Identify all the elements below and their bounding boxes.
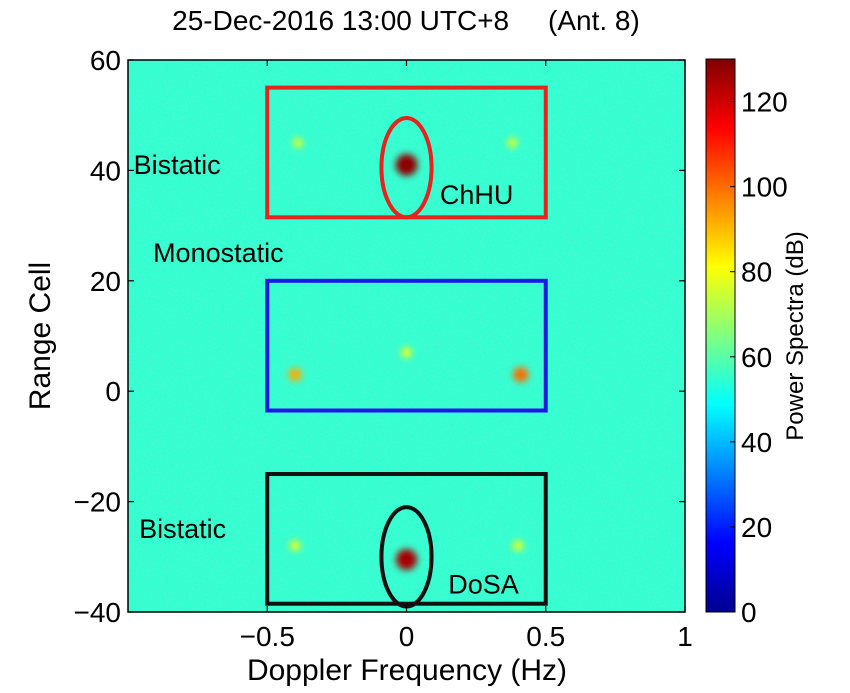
y-tick-label: −20 — [74, 487, 122, 518]
colorbar: 0 20 40 60 80 100 120 Power Spectra (dB) — [705, 58, 809, 628]
chart-title: 25-Dec-2016 13:00 UTC+8 (Ant. 8) — [172, 5, 640, 36]
heatmap-spot — [289, 540, 301, 551]
heatmap-spot — [507, 137, 518, 148]
heatmap-spot — [292, 137, 303, 148]
y-tick-label: 20 — [90, 266, 121, 297]
colorbar-label: Power Spectra (dB) — [782, 231, 809, 440]
heatmap-peak — [402, 555, 411, 564]
plot-area — [128, 60, 685, 612]
colorbar-tick-label: 100 — [741, 172, 788, 203]
annotation-labels: Bistatic ChHU Monostatic Bistatic DoSA — [134, 150, 519, 600]
x-tick-label: 0 — [399, 621, 415, 652]
colorbar-tick-label: 60 — [741, 342, 772, 373]
annotation-ellipse — [379, 115, 434, 220]
colorbar-tick-label: 20 — [741, 512, 772, 543]
y-axis-ticks: −40 −20 0 20 40 60 — [74, 45, 685, 628]
colorbar-ticks: 0 20 40 60 80 100 120 — [730, 87, 788, 628]
colorbar-tick-label: 80 — [741, 257, 772, 288]
annotation-label: Bistatic — [134, 150, 221, 180]
y-tick-label: 0 — [105, 376, 121, 407]
colorbar-gradient — [705, 58, 736, 613]
annotation-box — [265, 472, 548, 606]
annotation-label: Bistatic — [139, 514, 226, 544]
annotation-label: Monostatic — [153, 238, 284, 268]
heatmap-spot — [401, 347, 412, 358]
x-tick-label: −0.5 — [240, 621, 295, 652]
y-axis-label: Range Cell — [24, 262, 57, 410]
heatmap-peak — [402, 160, 411, 169]
colorbar-tick-label: 120 — [741, 87, 788, 118]
annotation-box — [265, 278, 548, 413]
y-tick-label: 40 — [90, 155, 121, 186]
y-tick-label: 60 — [90, 45, 121, 76]
heatmap-spot — [512, 540, 524, 551]
heatmap-spot — [513, 367, 529, 383]
annotation-label: ChHU — [440, 180, 514, 210]
x-axis-ticks: −0.5 0 0.5 1 — [240, 60, 693, 652]
annotation-label: DoSA — [448, 569, 519, 599]
colorbar-tick-label: 0 — [741, 597, 757, 628]
x-axis-label: Doppler Frequency (Hz) — [247, 654, 567, 687]
heatmap-spot — [288, 368, 302, 382]
x-tick-label: 0.5 — [526, 621, 565, 652]
y-tick-label: −40 — [74, 597, 122, 628]
x-tick-label: 1 — [677, 621, 693, 652]
colorbar-tick-label: 40 — [741, 427, 772, 458]
heatmap-features — [128, 60, 685, 612]
